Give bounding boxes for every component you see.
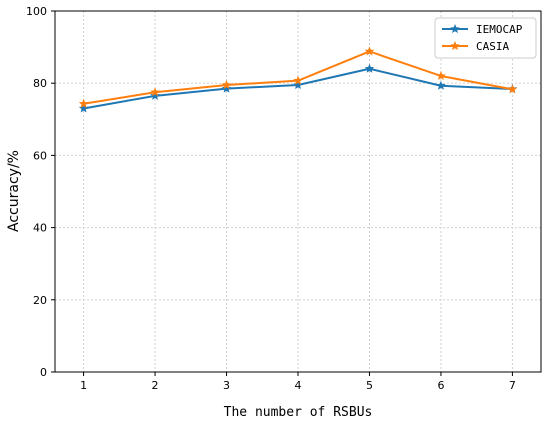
data-point-casia — [364, 46, 375, 56]
data-point-casia — [293, 75, 303, 85]
data-point-iemocap — [78, 103, 89, 113]
series-lines — [78, 46, 518, 113]
x-tick-label: 2 — [152, 379, 159, 392]
y-tick-label: 20 — [33, 294, 47, 307]
x-tick-label: 1 — [80, 379, 87, 392]
data-point-casia — [507, 84, 518, 94]
x-tick-label: 3 — [223, 379, 230, 392]
x-tick-label: 6 — [437, 379, 444, 392]
y-tick-label: 60 — [33, 149, 47, 162]
data-point-casia — [436, 70, 446, 81]
data-point-iemocap — [364, 63, 375, 73]
legend-label-iemocap: IEMOCAP — [476, 23, 523, 36]
legend-label-casia: CASIA — [476, 40, 509, 53]
y-tick-label: 0 — [40, 366, 47, 379]
data-point-iemocap — [221, 83, 232, 93]
y-tick-label: 100 — [26, 5, 47, 18]
data-point-casia — [78, 98, 89, 108]
data-point-casia — [221, 80, 232, 90]
x-tick-label: 7 — [509, 379, 516, 392]
legend-marker-iemocap — [450, 24, 460, 34]
y-tick-label: 80 — [33, 77, 47, 90]
grid — [55, 11, 541, 372]
x-axis-label: The number of RSBUs — [224, 405, 373, 420]
y-tick-label: 40 — [33, 222, 47, 235]
x-tick-label: 4 — [295, 379, 302, 392]
data-point-casia — [150, 87, 160, 97]
legend-marker-casia — [450, 41, 460, 51]
y-axis-label: Accuracy/% — [6, 150, 22, 232]
data-point-iemocap — [293, 80, 303, 90]
legend: IEMOCAP CASIA — [434, 17, 537, 59]
axis-ticks: 1 2 3 4 5 6 7 0 20 40 60 80 100 — [26, 5, 516, 392]
x-tick-label: 5 — [366, 379, 373, 392]
data-point-iemocap — [150, 90, 160, 100]
data-point-iemocap — [436, 80, 446, 90]
